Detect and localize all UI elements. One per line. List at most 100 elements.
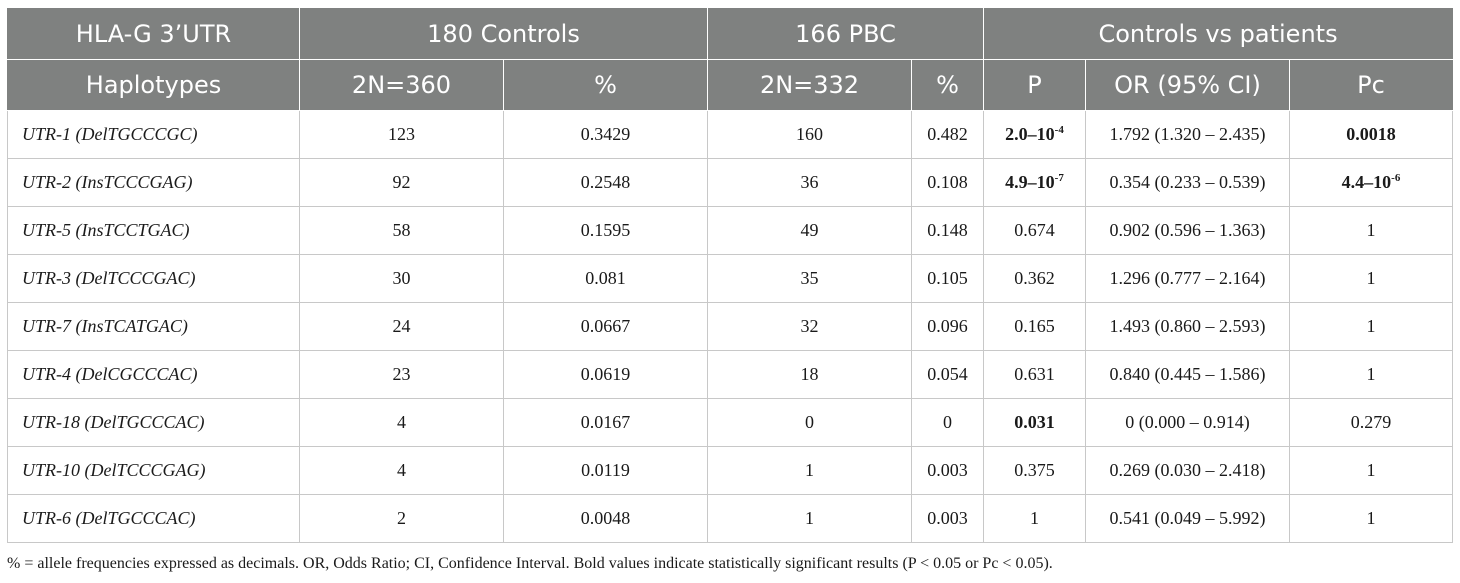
pc-value-cell: 1 <box>1289 206 1454 255</box>
header-pbc-group: 166 PBC <box>707 8 985 60</box>
controls-count-cell: 30 <box>299 254 504 303</box>
p-value-cell-base: 0.375 <box>1014 460 1055 480</box>
haplotype-cell: UTR-1 (DelTGCCCGC) <box>7 110 300 159</box>
controls-percent-cell: 0.0167 <box>502 398 709 447</box>
controls-count-cell: 123 <box>299 110 504 159</box>
odds-ratio-cell: 0.354 (0.233 – 0.539) <box>1085 158 1291 207</box>
haplotype-cell: UTR-10 (DelTCCCGAG) <box>7 446 300 495</box>
pbc-count-cell: 49 <box>707 206 913 255</box>
pc-value-cell: 1 <box>1289 494 1454 543</box>
table-row: UTR-5 (InsTCCTGAC) 58 0.1595 49 0.148 0.674 0.… <box>7 206 1454 255</box>
pc-value-cell-exponent: -6 <box>1391 172 1401 184</box>
controls-count-cell: 58 <box>299 206 504 255</box>
controls-count-cell: 4 <box>299 446 504 495</box>
header-haplotypes: Haplotypes <box>7 59 300 111</box>
table-header: HLA-G 3’UTR 180 Controls 166 PBC Control… <box>7 8 1454 111</box>
header-pc-value: Pc <box>1289 59 1454 111</box>
table-row: UTR-1 (DelTGCCCGC) 123 0.3429 160 0.482 2.0–1… <box>7 110 1454 159</box>
table-container: HLA-G 3’UTR 180 Controls 166 PBC Control… <box>7 8 1454 543</box>
pbc-count-cell: 18 <box>707 350 913 399</box>
haplotype-cell: UTR-2 (InsTCCCGAG) <box>7 158 300 207</box>
p-value-cell: 4.9–10-7 <box>983 158 1087 207</box>
pbc-percent-cell: 0 <box>911 398 985 447</box>
controls-percent-cell: 0.0048 <box>502 494 709 543</box>
p-value-cell-base: 0.165 <box>1014 316 1055 336</box>
odds-ratio-cell: 0.902 (0.596 – 1.363) <box>1085 206 1291 255</box>
pbc-count-cell: 1 <box>707 446 913 495</box>
controls-percent-cell: 0.0119 <box>502 446 709 495</box>
odds-ratio-cell: 0.541 (0.049 – 5.992) <box>1085 494 1291 543</box>
table-row: UTR-18 (DelTGCCCAC) 4 0.0167 0 0 0.031 0 (0.00… <box>7 398 1454 447</box>
p-value-cell-base: 0.631 <box>1014 364 1055 384</box>
pc-value-cell: 0.279 <box>1289 398 1454 447</box>
pbc-count-cell: 36 <box>707 158 913 207</box>
pc-value-cell-base: 1 <box>1366 316 1376 336</box>
p-value-cell-base: 0.031 <box>1014 412 1055 432</box>
table-row: UTR-10 (DelTCCCGAG) 4 0.0119 1 0.003 0.375 0.2… <box>7 446 1454 495</box>
haplotype-cell: UTR-7 (InsTCATGAC) <box>7 302 300 351</box>
table-row: UTR-7 (InsTCATGAC) 24 0.0667 32 0.096 0.165 1.… <box>7 302 1454 351</box>
table-row: UTR-2 (InsTCCCGAG) 92 0.2548 36 0.108 4.9–10-… <box>7 158 1454 207</box>
pbc-percent-cell: 0.482 <box>911 110 985 159</box>
controls-percent-cell: 0.1595 <box>502 206 709 255</box>
p-value-cell-base: 0.362 <box>1014 268 1055 288</box>
pbc-percent-cell: 0.148 <box>911 206 985 255</box>
pbc-count-cell: 0 <box>707 398 913 447</box>
p-value-cell: 0.031 <box>983 398 1087 447</box>
pc-value-cell: 1 <box>1289 446 1454 495</box>
pc-value-cell-base: 4.4–10 <box>1341 172 1392 192</box>
haplotype-cell: UTR-6 (DelTGCCCAC) <box>7 494 300 543</box>
pbc-count-cell: 35 <box>707 254 913 303</box>
haplotype-table: HLA-G 3’UTR 180 Controls 166 PBC Control… <box>7 8 1454 543</box>
header-controls-percent: % <box>502 59 709 111</box>
pc-value-cell: 4.4–10-6 <box>1289 158 1454 207</box>
p-value-cell: 0.165 <box>983 302 1087 351</box>
odds-ratio-cell: 1.792 (1.320 – 2.435) <box>1085 110 1291 159</box>
p-value-cell: 0.674 <box>983 206 1087 255</box>
p-value-cell: 2.0–10-4 <box>983 110 1087 159</box>
controls-count-cell: 2 <box>299 494 504 543</box>
controls-count-cell: 24 <box>299 302 504 351</box>
p-value-cell-exponent: -4 <box>1054 124 1064 136</box>
controls-count-cell: 23 <box>299 350 504 399</box>
p-value-cell-base: 4.9–10 <box>1005 172 1055 192</box>
controls-percent-cell: 0.0667 <box>502 302 709 351</box>
pc-value-cell-base: 1 <box>1366 364 1376 384</box>
controls-percent-cell: 0.081 <box>502 254 709 303</box>
p-value-cell-base: 0.674 <box>1014 220 1055 240</box>
pc-value-cell-base: 1 <box>1366 220 1376 240</box>
haplotype-cell: UTR-18 (DelTGCCCAC) <box>7 398 300 447</box>
p-value-cell: 0.375 <box>983 446 1087 495</box>
odds-ratio-cell: 0.840 (0.445 – 1.586) <box>1085 350 1291 399</box>
pbc-percent-cell: 0.054 <box>911 350 985 399</box>
table-row: UTR-3 (DelTCCCGAC) 30 0.081 35 0.105 0.362 1.2… <box>7 254 1454 303</box>
pc-value-cell: 1 <box>1289 350 1454 399</box>
pc-value-cell-base: 0.0018 <box>1346 124 1396 144</box>
pbc-percent-cell: 0.096 <box>911 302 985 351</box>
pbc-count-cell: 160 <box>707 110 913 159</box>
odds-ratio-cell: 0 (0.000 – 0.914) <box>1085 398 1291 447</box>
header-row-1: HLA-G 3’UTR 180 Controls 166 PBC Control… <box>7 8 1454 60</box>
table-row: UTR-6 (DelTGCCCAC) 2 0.0048 1 0.003 1 0.541 (0… <box>7 494 1454 543</box>
header-odds-ratio: OR (95% CI) <box>1085 59 1291 111</box>
pc-value-cell: 1 <box>1289 302 1454 351</box>
p-value-cell-base: 2.0–10 <box>1005 124 1055 144</box>
pc-value-cell: 0.0018 <box>1289 110 1454 159</box>
header-controls-count: 2N=360 <box>299 59 504 111</box>
pc-value-cell-base: 1 <box>1366 460 1376 480</box>
header-comparison-group: Controls vs patients <box>983 8 1454 60</box>
controls-count-cell: 92 <box>299 158 504 207</box>
header-controls-group: 180 Controls <box>298 8 709 60</box>
pc-value-cell: 1 <box>1289 254 1454 303</box>
header-p-value: P <box>983 59 1087 111</box>
table-footnote: % = allele frequencies expressed as deci… <box>7 555 1053 572</box>
table-body: UTR-1 (DelTGCCCGC) 123 0.3429 160 0.482 2.0–1… <box>7 110 1454 543</box>
pbc-percent-cell: 0.108 <box>911 158 985 207</box>
pbc-count-cell: 1 <box>707 494 913 543</box>
pc-value-cell-base: 1 <box>1366 268 1376 288</box>
controls-percent-cell: 0.0619 <box>502 350 709 399</box>
odds-ratio-cell: 0.269 (0.030 – 2.418) <box>1085 446 1291 495</box>
header-row-2: Haplotypes 2N=360 % 2N=332 % P OR (95% C… <box>7 59 1454 111</box>
controls-percent-cell: 0.2548 <box>502 158 709 207</box>
pbc-percent-cell: 0.105 <box>911 254 985 303</box>
